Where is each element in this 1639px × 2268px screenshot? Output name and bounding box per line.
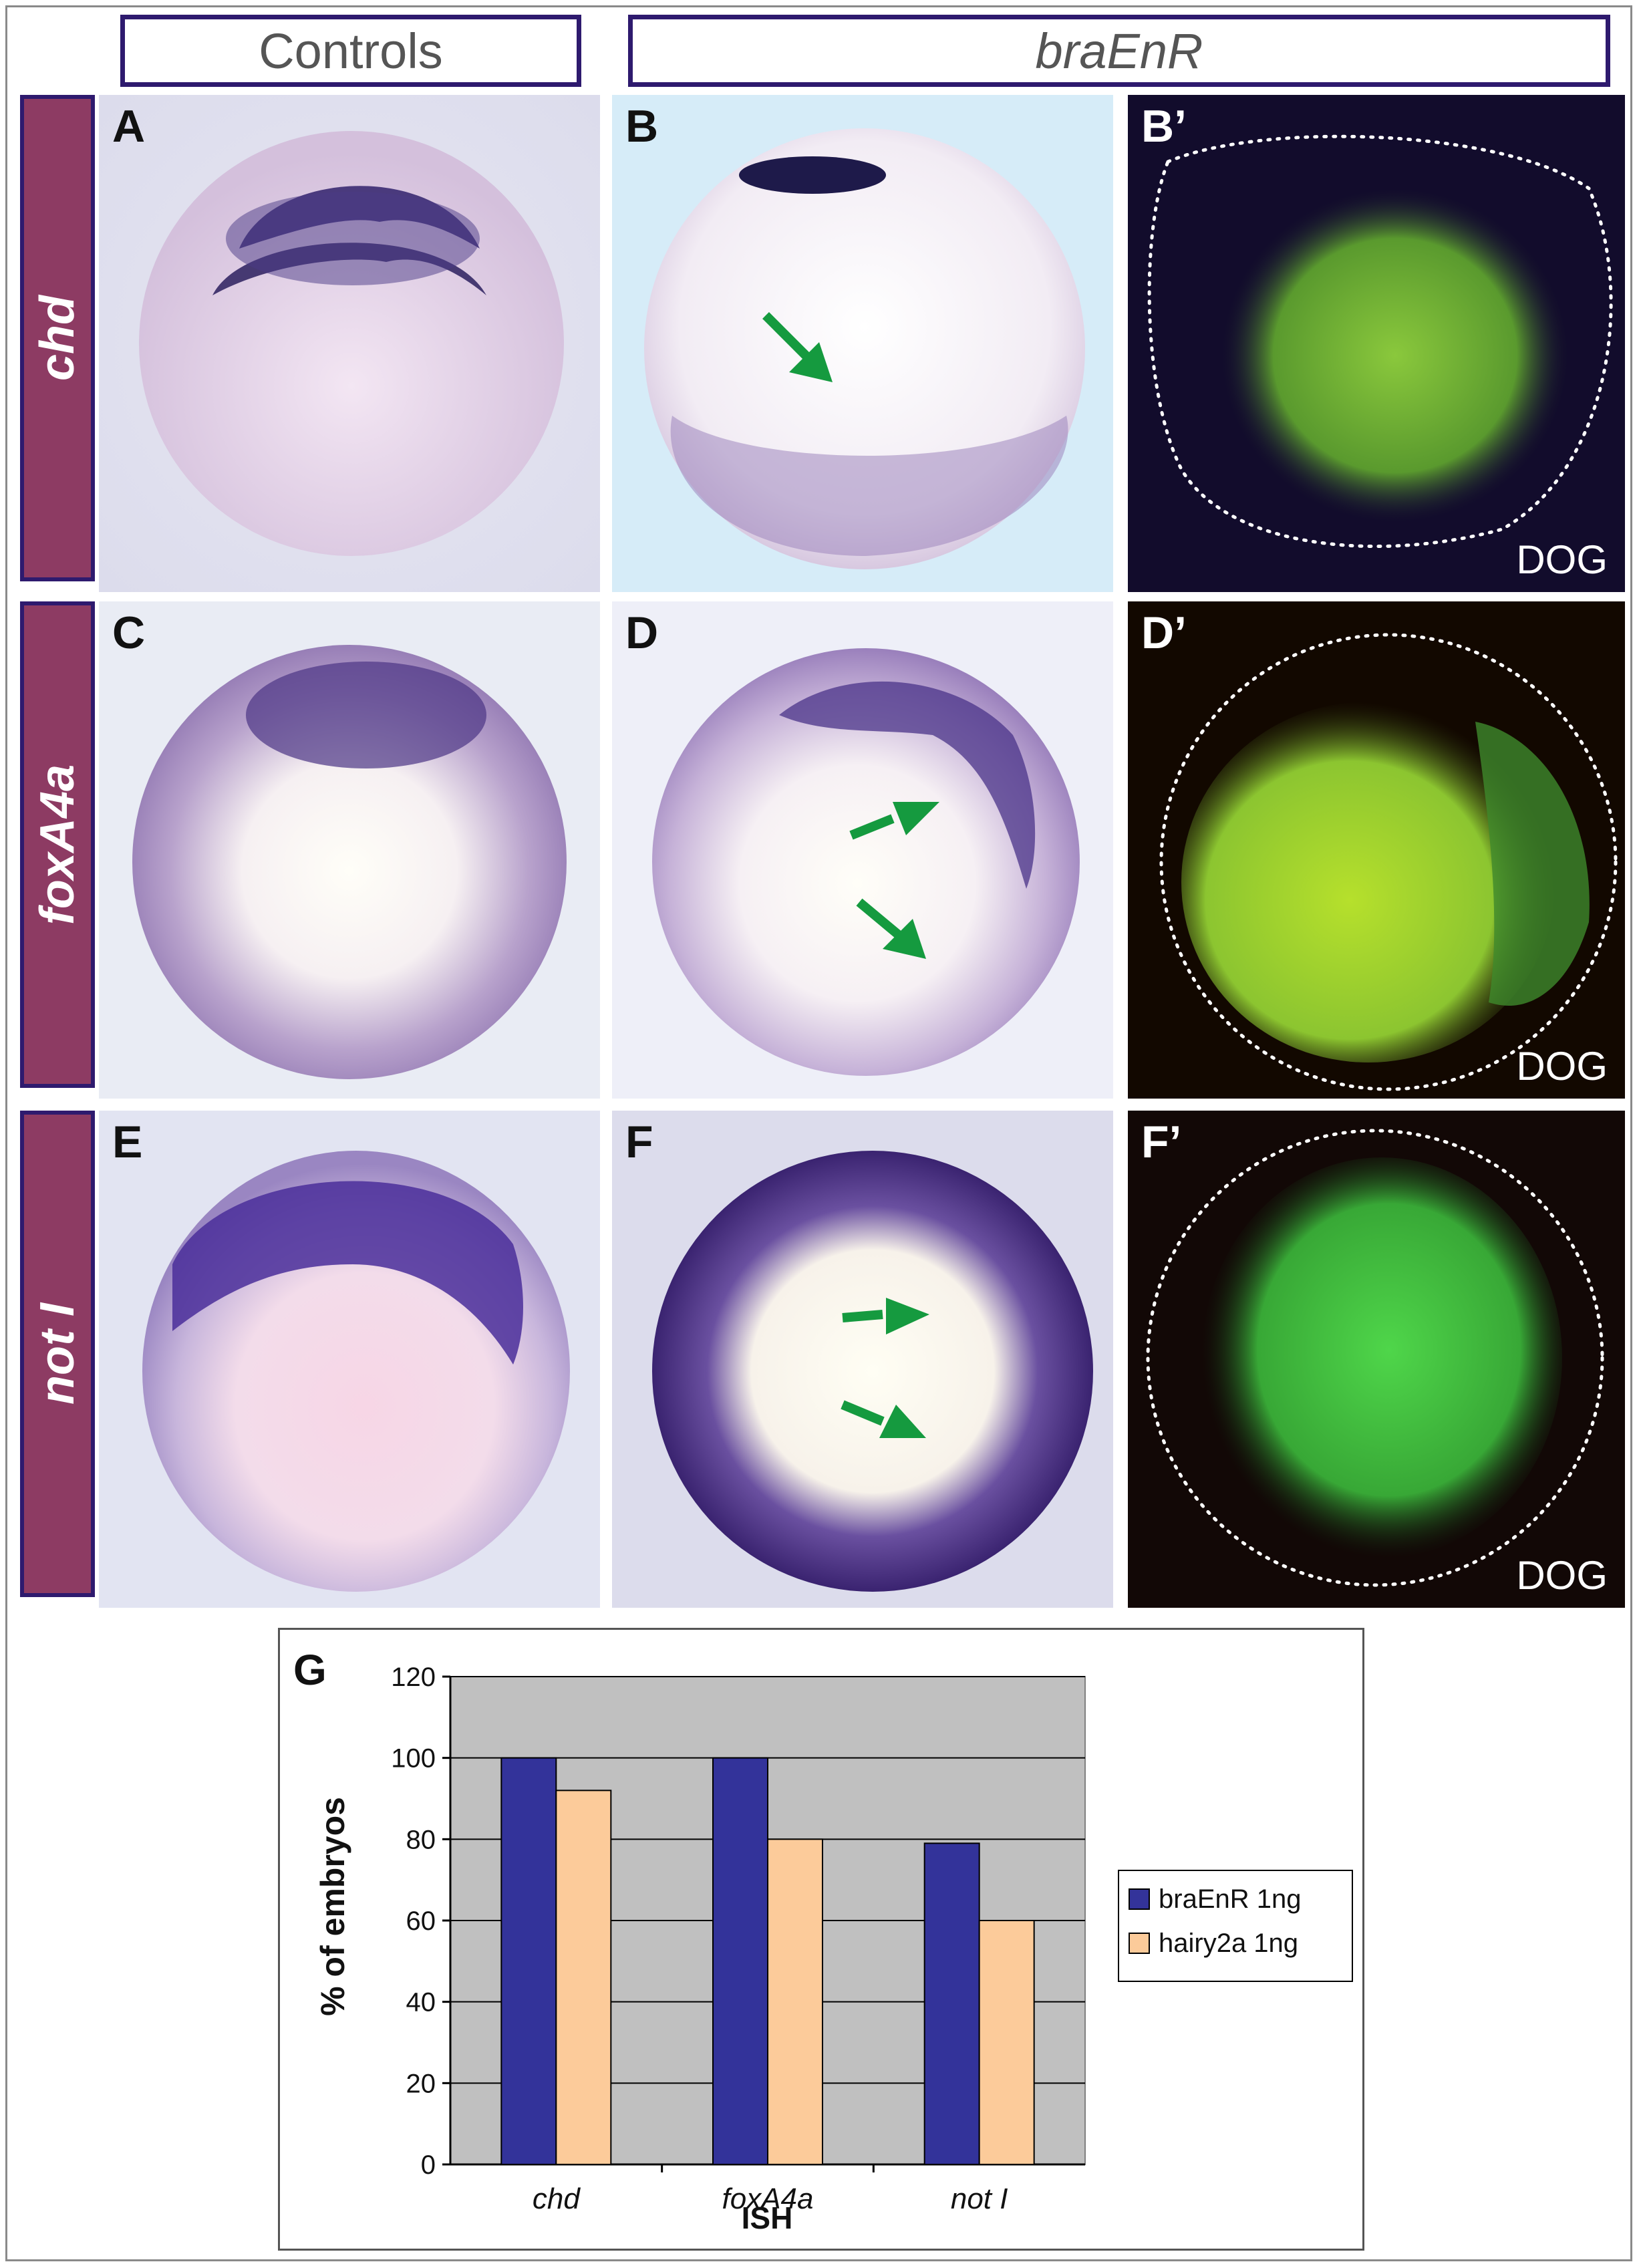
legend-label: hairy2a 1ng	[1159, 1929, 1298, 1958]
panel-label-a: A	[112, 101, 146, 152]
embryo-image-f	[612, 1111, 1113, 1608]
panel-d-foxa4a-braenr: D	[612, 601, 1113, 1099]
row-label-foxa4a: foxA4a	[20, 601, 95, 1088]
embryo-image-c	[99, 601, 600, 1099]
row-label-chd-text: chd	[31, 295, 85, 382]
y-tick-label: 40	[406, 1988, 436, 2017]
bar-hairy2a-1ng-chd	[555, 1790, 612, 2166]
y-tick-label: 0	[421, 2150, 436, 2180]
panel-label-f: F	[625, 1117, 653, 1167]
panel-d-prime-fluorescence: D’ DOG	[1128, 601, 1625, 1099]
panel-e-not-i-control: E	[99, 1111, 600, 1608]
panel-label-b: B	[625, 101, 659, 152]
fluorescence-image-b-prime	[1128, 95, 1625, 592]
embryo-image-d	[612, 601, 1113, 1099]
row-label-not-i-text: not I	[31, 1303, 85, 1405]
legend-swatch	[1129, 1888, 1150, 1910]
dog-label-b-prime: DOG	[1516, 537, 1608, 582]
legend-box	[1118, 1870, 1353, 1982]
legend: braEnR 1ng hairy2a 1ng	[1118, 1870, 1353, 1982]
panel-label-f-prime: F’	[1141, 1117, 1182, 1167]
fluorescence-image-d-prime	[1128, 601, 1625, 1099]
panel-label-e: E	[112, 1117, 143, 1167]
row-label-not-i: not I	[20, 1111, 95, 1597]
panel-c-foxa4a-control: C	[99, 601, 600, 1099]
bar-hairy2a-1ng-foxa4a	[767, 1838, 823, 2165]
bar-chart: G % of embryos ISH 0 20 40 60 80 100 120 chd fox…	[293, 1646, 1353, 2235]
y-tick-label: 120	[391, 1663, 436, 1692]
panel-b-chd-braenr: B	[612, 95, 1113, 592]
dog-label-d-prime: DOG	[1516, 1044, 1608, 1089]
fluorescence-image-f-prime	[1128, 1111, 1625, 1608]
embryo-image-e	[99, 1111, 600, 1608]
row-label-foxa4a-text: foxA4a	[31, 764, 84, 926]
panel-b-prime-fluorescence: B’ DOG	[1128, 95, 1625, 592]
x-tick-label: not I	[951, 2182, 1008, 2215]
bar-braenr-1ng-chd	[500, 1757, 557, 2165]
legend-label: braEnR 1ng	[1159, 1884, 1301, 1914]
x-tick-label: chd	[533, 2182, 581, 2215]
y-tick-label: 80	[406, 1825, 436, 1854]
braenr-header: braEnR	[628, 15, 1610, 87]
panel-label-d-prime: D’	[1141, 607, 1187, 658]
plot-area: 0 20 40 60 80 100 120 chd foxA4a not I	[391, 1663, 1086, 2215]
embryo-image-a	[99, 95, 600, 592]
panel-label-b-prime: B’	[1141, 101, 1187, 152]
panel-label-c: C	[112, 607, 146, 658]
y-tick-label: 60	[406, 1906, 436, 1936]
dog-label-f-prime: DOG	[1516, 1553, 1608, 1598]
embryo-image-b	[612, 95, 1113, 592]
chart-g: G % of embryos ISH 0 20 40 60 80 100 120 chd fox…	[278, 1628, 1364, 2251]
y-axis-label: % of embryos	[314, 1797, 351, 2016]
panel-f-not-i-braenr: F	[612, 1111, 1113, 1608]
x-tick-label: foxA4a	[722, 2182, 814, 2215]
panel-label-d: D	[625, 607, 659, 658]
panel-f-prime-fluorescence: F’ DOG	[1128, 1111, 1625, 1608]
y-tick-label: 100	[391, 1744, 436, 1774]
chart-panel-label: G	[293, 1646, 327, 1694]
x-axis-label: ISH	[742, 2201, 793, 2235]
row-label-chd: chd	[20, 95, 95, 581]
figure-frame	[5, 5, 1632, 2261]
controls-header: Controls	[120, 15, 581, 87]
legend-swatch	[1129, 1933, 1150, 1954]
bar-braenr-1ng-foxa4a	[712, 1757, 768, 2165]
bar-braenr-1ng-not-i	[923, 1842, 980, 2165]
panel-a-chd-control: A	[99, 95, 600, 592]
y-tick-label: 20	[406, 2069, 436, 2098]
bar-hairy2a-1ng-not-i	[978, 1920, 1035, 2165]
